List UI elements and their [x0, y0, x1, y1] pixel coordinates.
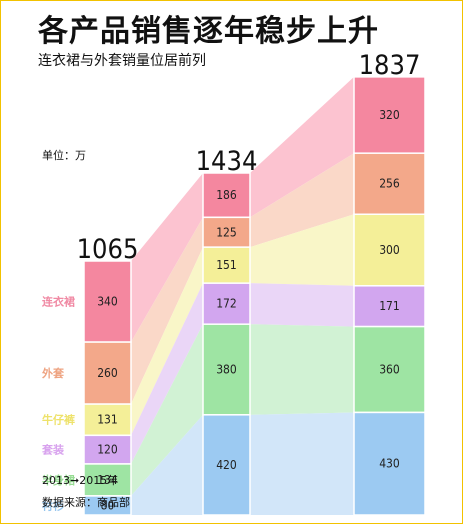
total-label: 1065 [77, 234, 139, 265]
segment-value-label: 120 [97, 443, 118, 457]
bar-segment [353, 325, 426, 414]
segment-value-label: 260 [97, 366, 118, 380]
segment-value-label: 186 [216, 188, 237, 202]
segment-value-label: 80 [101, 498, 115, 512]
series-label: 牛仔裤 [42, 413, 75, 427]
segment-value-label: 151 [216, 258, 237, 272]
connector-band [131, 414, 203, 515]
series-label: 外套 [41, 366, 65, 380]
segment-value-label: 131 [97, 413, 118, 427]
total-label: 1837 [359, 50, 421, 81]
bar-segment [83, 260, 132, 343]
connector-band [250, 412, 354, 515]
connector-band [250, 324, 354, 415]
segment-value-labels: 340 186 320 260 125 256 131 151 300 120 172 171 134 3… [97, 108, 400, 512]
footnote-source: 数据来源：商品部 [42, 496, 130, 509]
footnote-years: 2013➞2015年 [42, 474, 119, 487]
segment-value-label: 172 [216, 297, 237, 311]
bar-segment [83, 495, 132, 516]
bar-segment [353, 285, 426, 328]
bar-segment [202, 172, 251, 219]
bar-segment [353, 411, 426, 516]
segment-value-label: 256 [379, 177, 400, 191]
connector-band [250, 214, 354, 286]
segment-value-label: 300 [379, 243, 400, 257]
connector-band [131, 247, 203, 436]
segment-value-label: 430 [379, 457, 400, 471]
connector-band [250, 283, 354, 327]
bar-segment [353, 152, 426, 216]
bar-segment [202, 414, 251, 516]
bar-segments [83, 76, 426, 516]
series-label: 衬衫 [42, 498, 64, 512]
series-label: 连衣裙 [42, 295, 75, 309]
connector-band [250, 76, 354, 218]
segment-value-label: 360 [379, 363, 400, 377]
chart-title: 各产品销售逐年稳步上升 [38, 14, 379, 49]
connector-band [131, 324, 203, 496]
chart-subtitle: 连衣裙与外套销量位居前列 [38, 53, 206, 69]
connector-band [250, 153, 354, 248]
bar-segment [83, 463, 132, 497]
segment-value-label: 320 [379, 108, 400, 122]
connector-band [131, 283, 203, 464]
segment-value-label: 134 [97, 473, 118, 487]
total-label: 1434 [196, 146, 258, 177]
series-label: 套装 [42, 443, 64, 457]
connector-bands [131, 76, 354, 515]
bar-segment [83, 434, 132, 465]
segment-value-label: 380 [216, 363, 237, 377]
bar-segment [353, 213, 426, 287]
total-labels: 1065 1434 1837 [77, 50, 421, 265]
segment-value-label: 125 [216, 225, 237, 239]
series-label: 半身裙 [42, 473, 75, 487]
connector-band [131, 217, 203, 405]
segment-value-label: 171 [379, 299, 400, 313]
connector-band [131, 172, 203, 343]
segment-value-label: 340 [97, 295, 118, 309]
unit-label: 单位：万 [42, 149, 86, 162]
segment-value-label: 420 [216, 458, 237, 472]
